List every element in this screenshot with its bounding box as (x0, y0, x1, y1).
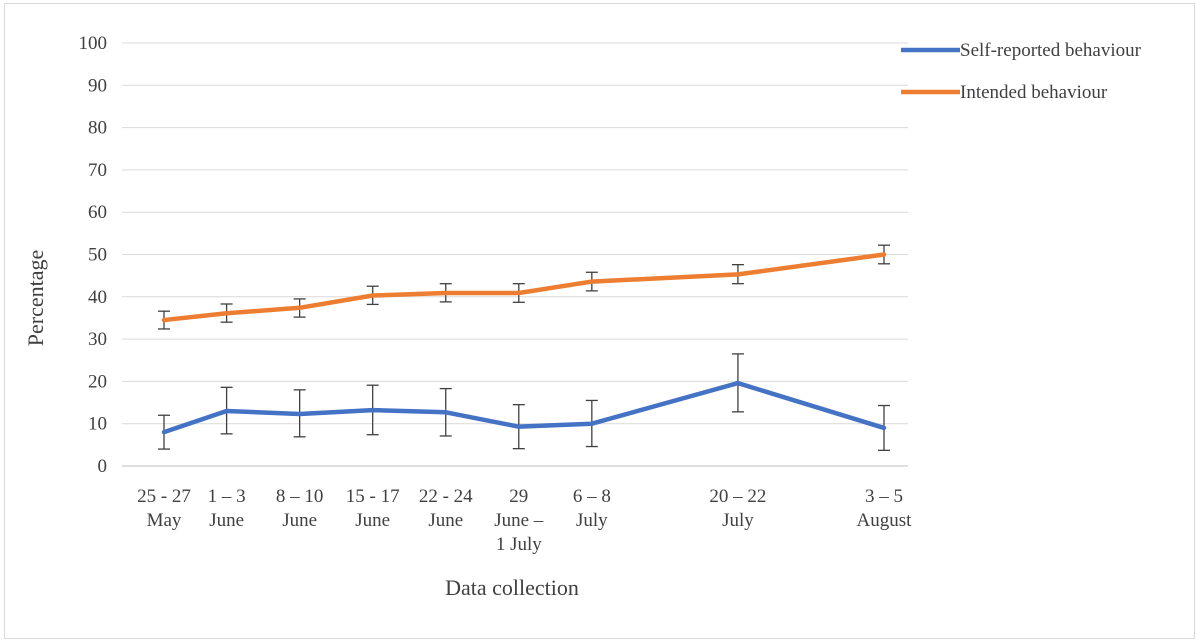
y-tick-label: 40 (88, 287, 107, 308)
x-tick-labels: 25 - 27 May 1 – 3 June 8 – 10 June 15 - 17 June… (137, 486, 912, 555)
x-tick-label: 29 June –1 July (494, 486, 544, 555)
error-bars (158, 244, 890, 451)
x-tick-label: 1 – 3 June (208, 486, 246, 531)
y-tick-label: 80 (88, 118, 107, 139)
chart-frame (4, 3, 1195, 639)
y-tick-label: 60 (88, 202, 107, 223)
x-tick-label: 3 – 5 August (857, 486, 913, 531)
x-tick-label: 20 – 22 July (709, 486, 766, 531)
series-lines (161, 252, 887, 435)
y-tick-label: 10 (88, 414, 107, 435)
y-axis-title: Percentage (23, 250, 48, 347)
legend: Self-reported behaviour Intended behaviou… (901, 40, 1142, 103)
y-tick-label: 20 (88, 371, 107, 392)
x-tick-label: 6 – 8 July (573, 486, 611, 531)
y-tick-label: 30 (88, 329, 107, 350)
legend-entry: Self-reported behaviour (901, 40, 1142, 61)
series-line (161, 380, 887, 435)
legend-label: Intended behaviour (960, 82, 1108, 103)
legend-entry: Intended behaviour (901, 82, 1108, 103)
series-line (161, 252, 887, 323)
gridlines (122, 42, 908, 467)
y-tick-label: 70 (88, 160, 107, 181)
x-tick-label: 15 - 17 June (346, 486, 400, 531)
y-tick-labels: 0 10 20 30 40 50 60 70 80 90 100 (79, 33, 108, 477)
y-tick-label: 0 (98, 456, 108, 477)
x-tick-label: 25 - 27 May (137, 486, 191, 531)
x-tick-label: 8 – 10 June (276, 486, 324, 531)
y-tick-label: 100 (79, 33, 108, 54)
y-tick-label: 50 (88, 245, 107, 266)
x-axis-title: Data collection (445, 575, 579, 600)
x-tick-label: 22 - 24 June (419, 486, 473, 531)
y-tick-label: 90 (88, 75, 107, 96)
legend-label: Self-reported behaviour (960, 40, 1142, 61)
